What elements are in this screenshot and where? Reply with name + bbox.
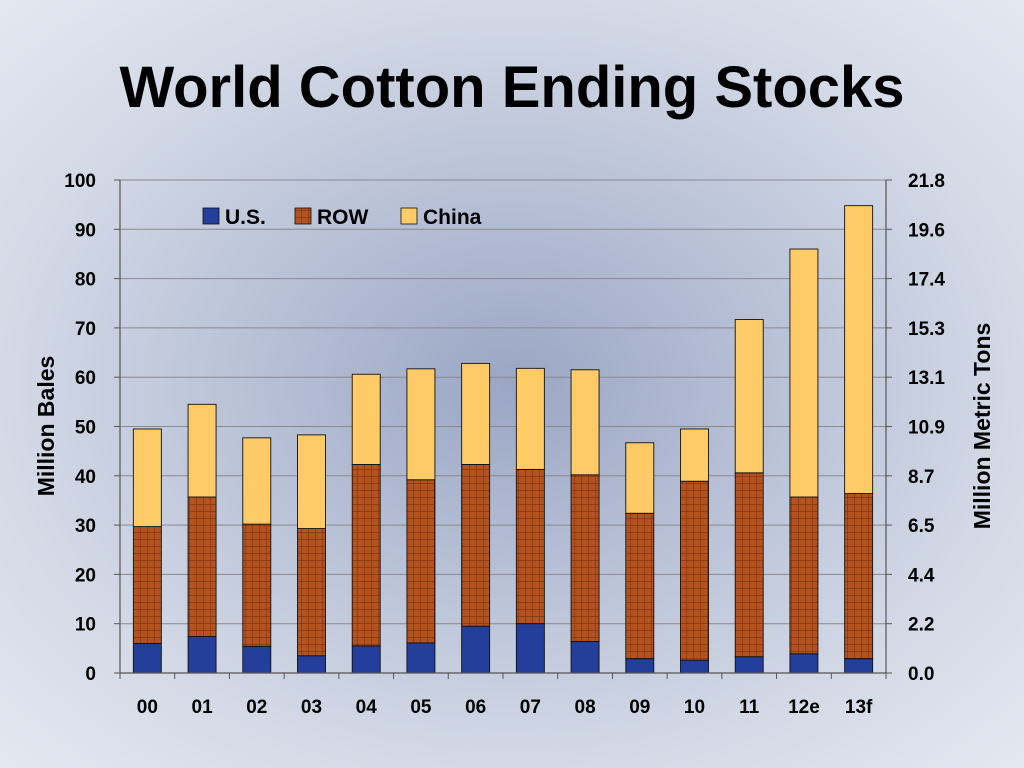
bar-row-09: [625, 512, 655, 660]
bar-row-11: [734, 472, 764, 658]
y-tick-label: 10: [75, 615, 96, 636]
y2-tick-label: 10.9: [908, 418, 945, 439]
bar-row-06: [461, 464, 491, 627]
x-tick-label: 01: [192, 697, 214, 718]
bar-row-05: [406, 479, 436, 644]
y2-tick-label: 2.2: [908, 615, 934, 636]
bar-china-02: [242, 437, 272, 525]
bar-china-12e: [789, 248, 819, 498]
x-tick-label: 05: [410, 697, 432, 718]
y2-axis-title: Million Metric Tons: [969, 323, 995, 530]
y2-tick-label: 17.4: [908, 270, 945, 291]
bar-us-00: [132, 642, 162, 674]
bar-us-10: [680, 659, 709, 674]
y-tick-label: 60: [75, 368, 96, 389]
y-tick-label: 0: [85, 664, 96, 685]
bar-us-06: [461, 625, 491, 674]
y2-tick-label: 19.6: [908, 220, 945, 241]
bar-row-08: [570, 474, 600, 642]
bar-us-01: [187, 636, 217, 674]
legend-swatch-us: [202, 207, 220, 225]
legend-item-us: U.S.: [202, 206, 266, 229]
y2-tick-label: 21.8: [908, 171, 945, 192]
bar-us-08: [570, 640, 600, 674]
legend-item-row: ROW: [294, 206, 369, 229]
x-tick-label: 12e: [788, 697, 820, 718]
legend-swatch-china: [400, 207, 418, 225]
bar-row-13f: [844, 493, 874, 660]
bar-china-13f: [844, 205, 874, 494]
axes: [114, 179, 892, 679]
bars: [132, 205, 874, 674]
bar-row-03: [297, 528, 326, 657]
bar-row-10: [680, 480, 709, 661]
y-tick-label: 90: [75, 220, 96, 241]
bar-china-04: [351, 373, 381, 465]
bar-row-00: [132, 526, 162, 644]
bar-us-09: [625, 658, 655, 674]
bar-us-03: [297, 655, 326, 674]
bar-china-01: [187, 403, 217, 498]
y-axis-title: Million Bales: [33, 356, 59, 497]
bar-row-02: [242, 523, 272, 647]
tick-labels: 0 0.0 10 2.2 20 4.4 30 6.5 40 8.7 50 10.9 60 13.1 70 15…: [64, 171, 945, 718]
y-tick-label: 100: [64, 171, 96, 192]
bar-china-05: [406, 368, 436, 481]
slide-title: World Cotton Ending Stocks: [119, 55, 905, 120]
y2-tick-label: 6.5: [908, 516, 935, 537]
x-tick-label: 04: [356, 697, 378, 718]
bar-row-01: [187, 496, 217, 637]
y-tick-label: 70: [75, 319, 96, 340]
y2-tick-label: 4.4: [908, 565, 935, 586]
legend-swatch-row: [294, 207, 312, 225]
legend: U.S. ROW China: [202, 206, 482, 229]
x-tick-label: 03: [301, 697, 322, 718]
bar-china-08: [570, 369, 600, 476]
bar-us-07: [515, 623, 545, 674]
x-tick-label: 00: [137, 697, 158, 718]
bar-china-07: [515, 367, 545, 470]
x-tick-label: 09: [629, 697, 650, 718]
bar-china-09: [625, 442, 655, 514]
bar-us-04: [351, 645, 381, 674]
y-tick-label: 50: [75, 418, 96, 439]
bar-us-02: [242, 645, 272, 674]
legend-label-china: China: [423, 206, 482, 229]
legend-label-us: U.S.: [225, 206, 266, 229]
bar-us-05: [406, 642, 436, 674]
x-tick-label: 10: [684, 697, 705, 718]
x-tick-label: 02: [246, 697, 267, 718]
bar-us-11: [734, 656, 764, 674]
bar-row-07: [515, 468, 545, 625]
x-tick-label: 13f: [845, 697, 873, 718]
bar-row-04: [351, 464, 381, 647]
y2-tick-label: 15.3: [908, 319, 945, 340]
y-tick-label: 20: [75, 565, 96, 586]
bar-us-12e: [789, 653, 819, 674]
bar-china-11: [734, 319, 764, 474]
bar-china-10: [680, 428, 709, 482]
x-tick-label: 06: [465, 697, 486, 718]
bar-china-00: [132, 428, 162, 528]
bar-china-06: [461, 362, 491, 465]
bar-china-03: [297, 434, 326, 530]
y2-tick-label: 0.0: [908, 664, 934, 685]
gridlines: [120, 179, 886, 625]
y-tick-label: 40: [75, 467, 96, 488]
y2-tick-label: 13.1: [908, 368, 945, 389]
x-tick-label: 08: [575, 697, 596, 718]
x-tick-label: 07: [520, 697, 541, 718]
bar-us-13f: [844, 658, 874, 674]
y2-tick-label: 8.7: [908, 467, 934, 488]
y-tick-label: 30: [75, 516, 96, 537]
x-tick-label: 11: [739, 697, 760, 718]
bar-row-12e: [789, 496, 819, 655]
y-tick-label: 80: [75, 270, 96, 291]
legend-label-row: ROW: [317, 206, 369, 229]
legend-item-china: China: [400, 206, 482, 229]
